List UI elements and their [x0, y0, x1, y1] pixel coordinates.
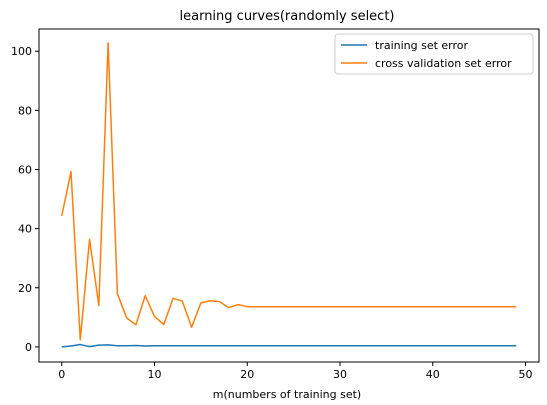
series-line-training-error: [61, 343, 517, 348]
chart-title: learning curves(randomly select): [180, 9, 395, 24]
x-tick-label: 30: [333, 368, 347, 381]
legend-label: training set error: [375, 39, 469, 52]
y-axis: 0 20 40 60 80 100: [11, 45, 39, 354]
y-tick-label: 0: [25, 341, 32, 354]
x-tick-label: 40: [426, 368, 440, 381]
plot-area: [38, 28, 540, 363]
plot-frame: [38, 28, 540, 363]
legend-box: [334, 33, 534, 75]
x-tick-label: 50: [519, 368, 533, 381]
y-tick-label: 100: [11, 45, 32, 58]
x-axis: 0 10 20 30 40 50: [58, 362, 533, 381]
y-tick-label: 80: [18, 104, 32, 117]
y-tick-label: 20: [18, 282, 32, 295]
x-axis-label: m(numbers of training set): [213, 388, 361, 401]
x-tick-label: 0: [58, 368, 65, 381]
y-tick-label: 60: [18, 163, 32, 176]
x-tick-label: 10: [147, 368, 161, 381]
legend-label: cross validation set error: [375, 57, 512, 70]
series-line-cv-error: [60, 42, 517, 341]
series-lines: [60, 42, 517, 348]
y-tick-label: 40: [18, 223, 32, 236]
legend: training set error cross validation set e…: [334, 33, 534, 75]
x-tick-label: 20: [240, 368, 254, 381]
